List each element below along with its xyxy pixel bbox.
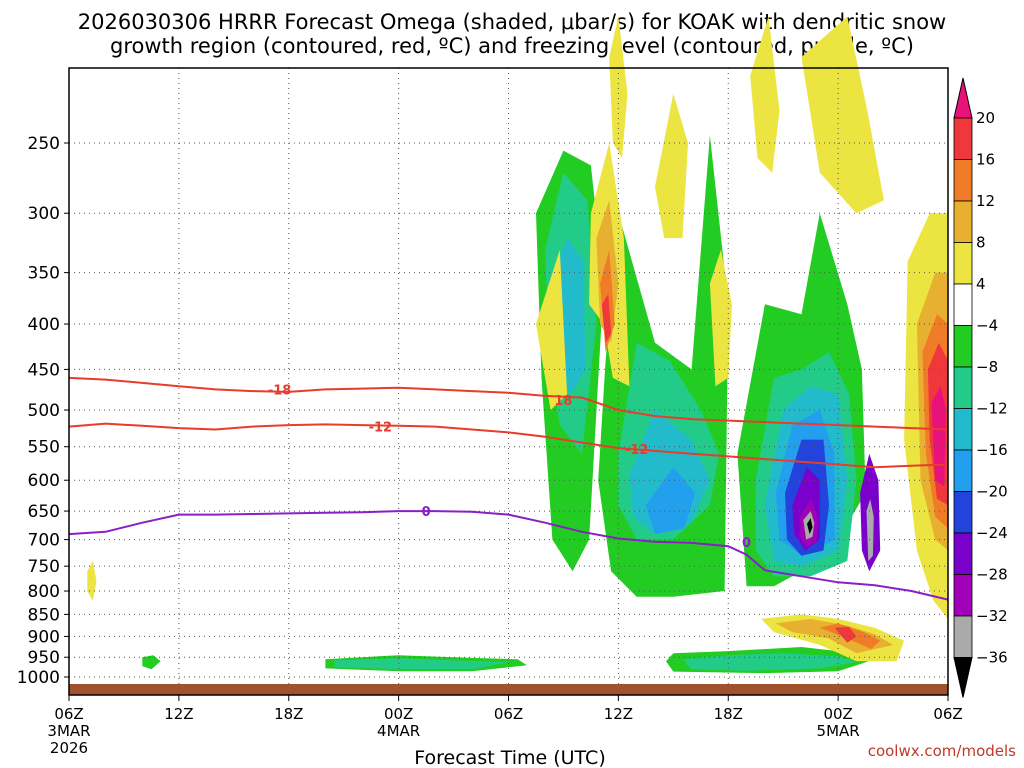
y-tick-label-1000: 1000: [17, 668, 60, 688]
contour-label-3: -12: [625, 443, 649, 458]
omega-region-42: [834, 626, 857, 643]
contour-label-0: -18: [268, 383, 292, 398]
temperature-contours: [68, 376, 949, 601]
y-tick-label-650: 650: [28, 502, 60, 522]
x-tick-label-6: 18Z: [714, 705, 743, 723]
omega-region-21: [807, 518, 813, 535]
omega-region-10: [334, 658, 509, 670]
colorbar-label-0: 20: [976, 109, 995, 127]
pressure-axis: 2503003504004505005506006507007508008509…: [17, 134, 69, 688]
y-tick-label-400: 400: [28, 315, 60, 335]
x-tick-label-5: 12Z: [604, 705, 633, 723]
x-tick-label-1: 12Z: [164, 705, 193, 723]
y-tick-label-600: 600: [28, 471, 60, 491]
y-tick-label-450: 450: [28, 360, 60, 380]
colorbar-swatch-3: [953, 200, 973, 243]
omega-region-11: [682, 653, 857, 671]
omega-shading: [87, 16, 948, 674]
omega-region-23: [866, 499, 874, 561]
credit-text: coolwx.com/models: [868, 742, 1016, 760]
colorbar-label-1: 16: [976, 151, 995, 169]
omega-region-43: [931, 386, 947, 487]
y-tick-label-500: 500: [28, 401, 60, 421]
y-tick-label-250: 250: [28, 134, 60, 154]
colorbar-label-13: −36: [976, 649, 1008, 667]
y-tick-label-900: 900: [28, 627, 60, 647]
colorbar-label-2: 12: [976, 192, 995, 210]
colorbar-swatch-1: [953, 117, 973, 160]
x-tick-date-7: 5MAR: [817, 722, 860, 740]
colorbar-label-6: −8: [976, 358, 998, 376]
x-axis-title: Forecast Time (UTC): [414, 747, 605, 768]
colorbar-label-3: 8: [976, 234, 986, 252]
colorbar-label-12: −32: [976, 607, 1008, 625]
y-tick-label-550: 550: [28, 438, 60, 458]
x-tick-label-8: 06Z: [933, 705, 962, 723]
y-tick-label-700: 700: [28, 531, 60, 551]
colorbar-swatch-8: [953, 408, 973, 451]
y-tick-label-850: 850: [28, 605, 60, 625]
colorbar-swatch-5: [953, 283, 973, 326]
omega-region-27: [709, 249, 732, 387]
x-tick-year-0: 2026: [50, 739, 88, 757]
colorbar-label-9: −20: [976, 483, 1008, 501]
contour-label-4: 0: [422, 505, 431, 520]
contour-label-1: 18: [554, 394, 572, 409]
colorbar: 20 16 12 8 4 −4 −8 −12 −16 −20 −24 −28 −32 −36: [953, 77, 1008, 698]
colorbar-swatch-9: [953, 449, 973, 492]
colorbar-label-4: 4: [976, 275, 986, 293]
omega-region-15: [645, 467, 696, 535]
omega-region-26: [655, 93, 688, 239]
y-tick-label-300: 300: [28, 204, 60, 224]
x-tick-date-3: 4MAR: [377, 722, 420, 740]
omega-region-6: [142, 655, 161, 670]
contour-neg12: [68, 422, 949, 469]
colorbar-swatch-10: [953, 491, 973, 534]
contour-neg18: [68, 376, 949, 431]
omega-region-33: [609, 16, 628, 159]
contour-label-5: 0: [742, 536, 751, 551]
contour-0: [68, 510, 949, 601]
colorbar-swatch-6: [953, 325, 973, 368]
omega-region-40: [601, 294, 612, 343]
chart-title-line2: growth region (contoured, red, ºC) and f…: [110, 34, 914, 58]
colorbar-swatch-4: [953, 242, 973, 285]
colorbar-label-8: −16: [976, 441, 1008, 459]
omega-region-24: [536, 249, 568, 410]
colorbar-label-11: −28: [976, 566, 1008, 584]
y-tick-label-350: 350: [28, 264, 60, 284]
ground-terrain: [69, 684, 948, 695]
omega-region-3: [631, 539, 648, 591]
x-tick-label-3: 00Z: [384, 705, 413, 723]
x-tick-label-2: 18Z: [274, 705, 303, 723]
colorbar-swatch-11: [953, 532, 973, 575]
omega-region-28: [750, 16, 780, 173]
y-tick-label-750: 750: [28, 557, 60, 577]
colorbar-swatch-13: [953, 615, 973, 658]
x-tick-label-4: 06Z: [494, 705, 523, 723]
contour-labels: -18 18 -12 -12 0 0: [268, 383, 751, 551]
colorbar-label-10: −24: [976, 524, 1008, 542]
colorbar-swatch-7: [953, 366, 973, 409]
omega-region-29: [801, 16, 884, 214]
colorbar-label-7: −12: [976, 400, 1008, 418]
chart-title-line1: 2026030306 HRRR Forecast Omega (shaded, …: [78, 10, 946, 34]
x-tick-date-0: 3MAR: [47, 722, 90, 740]
colorbar-arrow-bottom: [953, 657, 973, 698]
y-tick-label-800: 800: [28, 582, 60, 602]
colorbar-swatch-2: [953, 159, 973, 202]
x-tick-label-0: 06Z: [54, 705, 83, 723]
y-tick-label-950: 950: [28, 648, 60, 668]
colorbar-swatch-12: [953, 574, 973, 617]
colorbar-label-5: −4: [976, 317, 998, 335]
contour-label-2: -12: [369, 421, 393, 436]
x-tick-label-7: 00Z: [823, 705, 852, 723]
